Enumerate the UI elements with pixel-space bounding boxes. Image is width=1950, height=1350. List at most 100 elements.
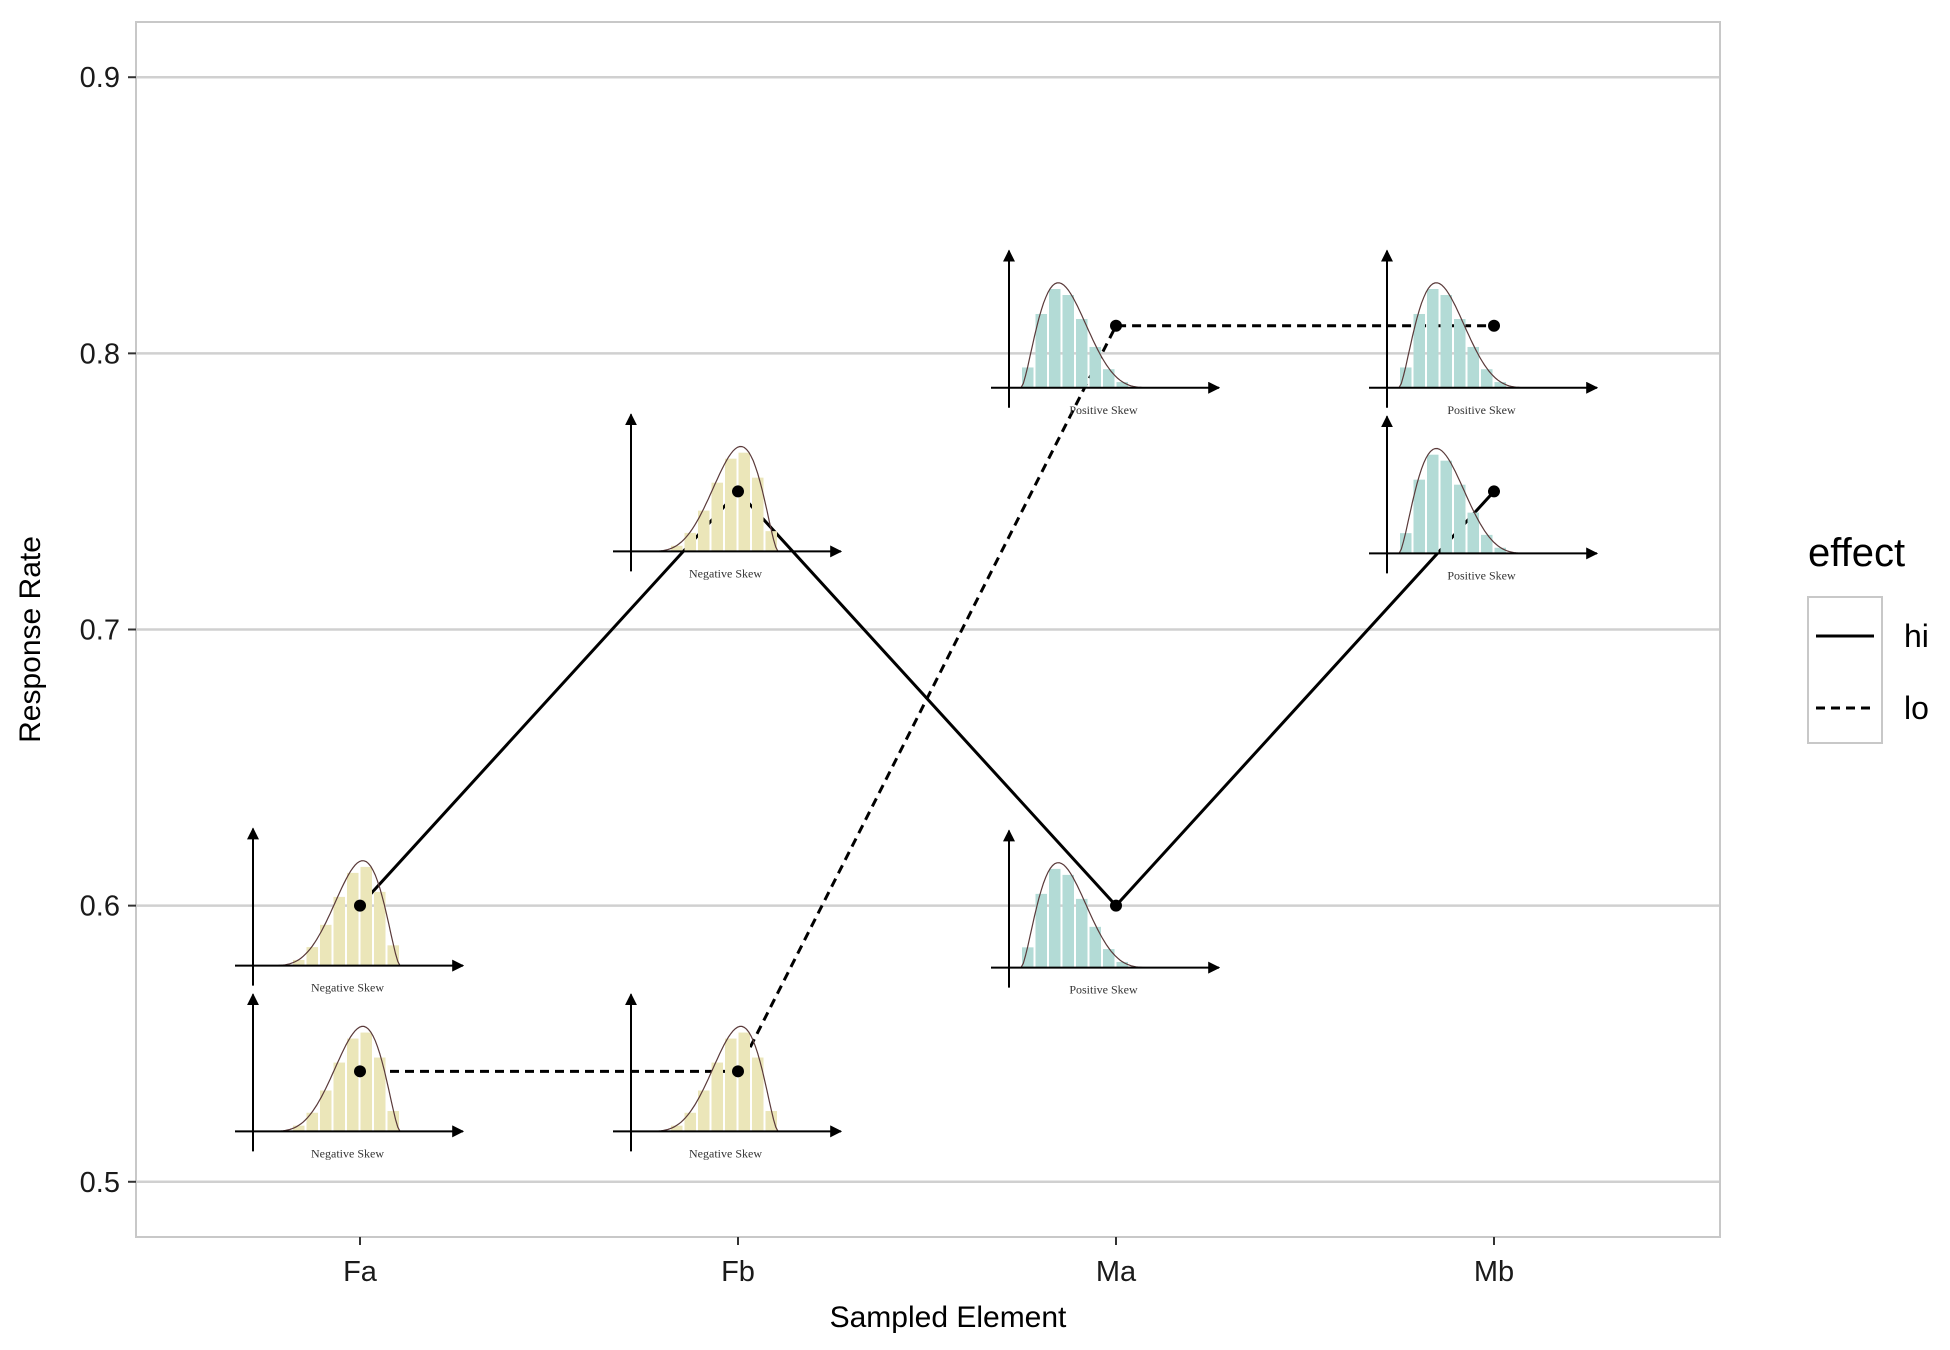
x-tick-label: Mb (1474, 1256, 1514, 1288)
legend-label-hi: hi (1904, 618, 1929, 654)
histogram-bar (765, 1111, 777, 1132)
data-point-hi (354, 899, 366, 912)
distribution-inset: Negative Skew (613, 413, 843, 580)
histogram-bar (1400, 367, 1412, 388)
histogram-bar (1467, 512, 1479, 554)
data-point-hi (1488, 485, 1500, 498)
histogram-bar (738, 452, 750, 552)
histogram-bar (1062, 874, 1074, 968)
histogram-bar (1413, 313, 1425, 388)
histogram-bar (1494, 382, 1506, 388)
data-point-lo (1110, 319, 1122, 332)
x-tick-label: Fb (721, 1256, 755, 1288)
histogram-bar (320, 924, 332, 966)
inset-caption: Positive Skew (1447, 568, 1516, 582)
histogram-bar (671, 1125, 683, 1132)
inset-caption: Positive Skew (1069, 403, 1138, 417)
histogram-bar (752, 477, 764, 552)
inset-caption: Negative Skew (689, 566, 762, 580)
histogram-bar (1022, 947, 1034, 968)
histogram-bar (1481, 369, 1493, 388)
inset-caption: Positive Skew (1069, 983, 1138, 997)
histogram-bar (293, 959, 305, 966)
histogram-bar (671, 545, 683, 552)
histogram-bar (1035, 893, 1047, 968)
y-tick-label: 0.6 (80, 891, 120, 923)
grid (136, 75, 1720, 1184)
distribution-inset: Negative Skew (235, 827, 465, 995)
histogram-bar (725, 1038, 737, 1132)
density-curve (1398, 282, 1534, 389)
histogram-bar (1116, 961, 1128, 968)
histogram-bar (725, 458, 737, 552)
histogram-bar (360, 1032, 372, 1132)
histogram-bar (1116, 382, 1128, 388)
histogram-bar (1035, 313, 1047, 388)
histogram-bar (1427, 289, 1439, 388)
legend: effect hi lo (1807, 531, 1929, 744)
histogram-bar (698, 510, 710, 552)
distribution-inset: Positive Skew (1369, 415, 1599, 582)
series-lines (358, 324, 1496, 1073)
distribution-inset: Negative Skew (613, 993, 843, 1160)
inset-caption: Negative Skew (689, 1146, 762, 1160)
legend-title: effect (1808, 531, 1905, 575)
histogram-bar (347, 872, 359, 966)
histogram-bar (1049, 289, 1061, 388)
histogram-bar (711, 482, 723, 552)
density-curve (265, 860, 401, 967)
data-point-hi (732, 485, 744, 498)
density-curve (1020, 282, 1156, 389)
histogram-bar (1103, 369, 1115, 388)
histogram-bar (1413, 479, 1425, 554)
legend-label-lo: lo (1904, 690, 1929, 726)
density-curve (1020, 862, 1156, 969)
histogram-bar (387, 1111, 399, 1132)
inset-caption: Positive Skew (1447, 403, 1516, 417)
density-curve (643, 445, 779, 552)
histogram-bar (1454, 484, 1466, 554)
histogram-bar (1089, 926, 1101, 968)
distribution-inset: Positive Skew (991, 829, 1221, 997)
distribution-inset: Positive Skew (1369, 249, 1599, 417)
distribution-inset: Positive Skew (991, 249, 1221, 417)
legend-key-box (1807, 596, 1883, 744)
histogram-bar (1440, 295, 1452, 388)
y-tick-label: 0.5 (80, 1167, 120, 1199)
histogram-bar (1494, 547, 1506, 554)
distribution-insets: Negative Skew Negative Skew Negative Skew N… (235, 249, 1599, 1160)
histogram-bar (387, 945, 399, 966)
data-point-lo (732, 1065, 744, 1078)
y-tick-label: 0.9 (80, 62, 120, 94)
histogram-bar (1467, 346, 1479, 388)
histogram-bar (684, 1112, 696, 1132)
histogram-bar (1400, 533, 1412, 554)
density-curve (265, 1025, 401, 1132)
inset-caption: Negative Skew (311, 981, 384, 995)
x-axis-title: Sampled Element (830, 1301, 1067, 1334)
histogram-bar (1481, 534, 1493, 554)
histogram-bar (1103, 949, 1115, 968)
histogram-bar (711, 1062, 723, 1132)
histogram-bar (1076, 319, 1088, 388)
histogram-bar (684, 532, 696, 552)
histogram-bar (1427, 454, 1439, 554)
histogram-bar (738, 1032, 750, 1132)
histogram-bar (1454, 319, 1466, 388)
histogram-bar (752, 1057, 764, 1132)
data-point-hi (1110, 899, 1122, 912)
y-axis-title: Response Rate (14, 536, 47, 743)
data-point-lo (354, 1065, 366, 1078)
histogram-bar (306, 1112, 318, 1132)
histogram-bar (374, 891, 386, 966)
histogram-bar (360, 866, 372, 966)
series-line-lo (360, 324, 1494, 1073)
y-tick-label: 0.8 (80, 338, 120, 370)
histogram-bar (765, 531, 777, 552)
y-tick-label: 0.7 (80, 615, 120, 647)
histogram-bar (347, 1038, 359, 1132)
histogram-bar (306, 947, 318, 966)
data-point-lo (1488, 319, 1500, 332)
histogram-bar (293, 1125, 305, 1132)
